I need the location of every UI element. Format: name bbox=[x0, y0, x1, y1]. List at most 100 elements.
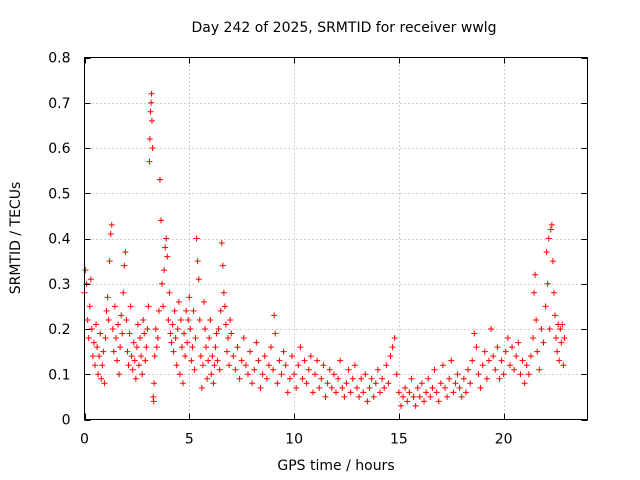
data-point bbox=[215, 326, 222, 332]
data-point bbox=[502, 348, 509, 355]
data-point bbox=[559, 321, 566, 328]
data-point bbox=[211, 362, 218, 369]
data-point bbox=[383, 362, 390, 369]
data-point bbox=[206, 335, 213, 342]
data-point bbox=[160, 303, 167, 310]
data-point bbox=[171, 307, 178, 314]
data-point bbox=[232, 366, 239, 373]
data-point bbox=[544, 280, 551, 287]
data-point bbox=[276, 357, 283, 364]
data-point bbox=[538, 326, 545, 332]
data-point bbox=[213, 330, 220, 337]
data-point bbox=[479, 362, 486, 369]
y-tick-label: 0.6 bbox=[48, 141, 70, 157]
data-point bbox=[330, 371, 337, 378]
data-point bbox=[182, 353, 189, 360]
data-point bbox=[176, 371, 183, 378]
data-point bbox=[123, 316, 130, 323]
data-point bbox=[366, 384, 373, 391]
chart-title: Day 242 of 2025, SRMTID for receiver wwl… bbox=[191, 20, 496, 36]
data-point bbox=[166, 289, 173, 296]
data-point bbox=[328, 384, 335, 391]
data-point bbox=[477, 384, 484, 391]
data-point bbox=[147, 108, 154, 115]
data-point bbox=[93, 321, 100, 328]
data-point bbox=[496, 375, 503, 382]
data-point bbox=[247, 348, 254, 355]
data-point bbox=[219, 262, 226, 269]
data-point bbox=[527, 353, 534, 360]
data-point bbox=[89, 353, 96, 360]
data-point bbox=[145, 303, 152, 310]
data-point bbox=[270, 366, 277, 373]
data-point bbox=[533, 316, 540, 323]
data-point bbox=[195, 276, 202, 283]
data-point bbox=[481, 348, 488, 355]
data-point bbox=[119, 330, 126, 337]
data-point bbox=[84, 316, 91, 323]
y-tick-label: 0.3 bbox=[48, 277, 70, 293]
data-point bbox=[205, 357, 212, 364]
data-point bbox=[271, 312, 278, 319]
data-point bbox=[121, 262, 128, 269]
data-point bbox=[221, 303, 228, 310]
x-tick-labels: 0 5 10 15 20 bbox=[80, 432, 513, 448]
data-point bbox=[421, 398, 428, 405]
data-point bbox=[148, 99, 155, 106]
data-point bbox=[314, 357, 321, 364]
x-tick-label: 10 bbox=[285, 432, 303, 448]
data-point bbox=[164, 253, 171, 260]
data-point bbox=[301, 357, 308, 364]
data-point bbox=[91, 362, 98, 369]
data-point bbox=[200, 298, 207, 305]
data-point bbox=[498, 357, 505, 364]
data-point bbox=[95, 371, 102, 378]
data-point bbox=[137, 335, 144, 342]
data-point bbox=[553, 335, 560, 342]
data-point bbox=[207, 316, 214, 323]
data-point bbox=[151, 353, 158, 360]
data-point bbox=[337, 357, 344, 364]
data-point bbox=[139, 371, 146, 378]
grid-lines bbox=[84, 57, 588, 420]
y-tick-label: 0.7 bbox=[48, 96, 70, 112]
data-point bbox=[335, 375, 342, 382]
data-point bbox=[94, 344, 101, 351]
data-point bbox=[278, 371, 285, 378]
data-point bbox=[238, 357, 245, 364]
data-point bbox=[203, 344, 210, 351]
data-point bbox=[98, 375, 105, 382]
data-point bbox=[188, 357, 195, 364]
data-point bbox=[500, 371, 507, 378]
data-point bbox=[360, 389, 367, 396]
data-point bbox=[377, 389, 384, 396]
data-point bbox=[558, 339, 565, 346]
data-point bbox=[90, 339, 97, 346]
data-point bbox=[444, 393, 451, 400]
data-point bbox=[124, 348, 131, 355]
data-point bbox=[490, 353, 497, 360]
data-point bbox=[187, 326, 194, 332]
data-point bbox=[393, 371, 400, 378]
data-point bbox=[196, 316, 203, 323]
data-point bbox=[402, 384, 409, 391]
data-point bbox=[312, 371, 319, 378]
data-point bbox=[146, 158, 153, 165]
data-point bbox=[141, 330, 148, 337]
data-point bbox=[322, 393, 329, 400]
data-point bbox=[439, 362, 446, 369]
data-point bbox=[519, 357, 526, 364]
y-tick-labels: 0 0.1 0.2 0.3 0.4 0.5 0.6 0.7 0.8 bbox=[48, 51, 70, 429]
data-point bbox=[140, 316, 147, 323]
x-axis-label: GPS time / hours bbox=[277, 458, 394, 474]
data-point bbox=[557, 326, 564, 332]
data-point bbox=[458, 393, 465, 400]
data-point bbox=[288, 353, 295, 360]
data-point bbox=[225, 335, 232, 342]
data-point bbox=[284, 389, 291, 396]
data-point bbox=[282, 362, 289, 369]
data-point bbox=[108, 221, 115, 228]
data-point bbox=[318, 375, 325, 382]
data-point bbox=[255, 357, 262, 364]
data-point bbox=[333, 389, 339, 396]
